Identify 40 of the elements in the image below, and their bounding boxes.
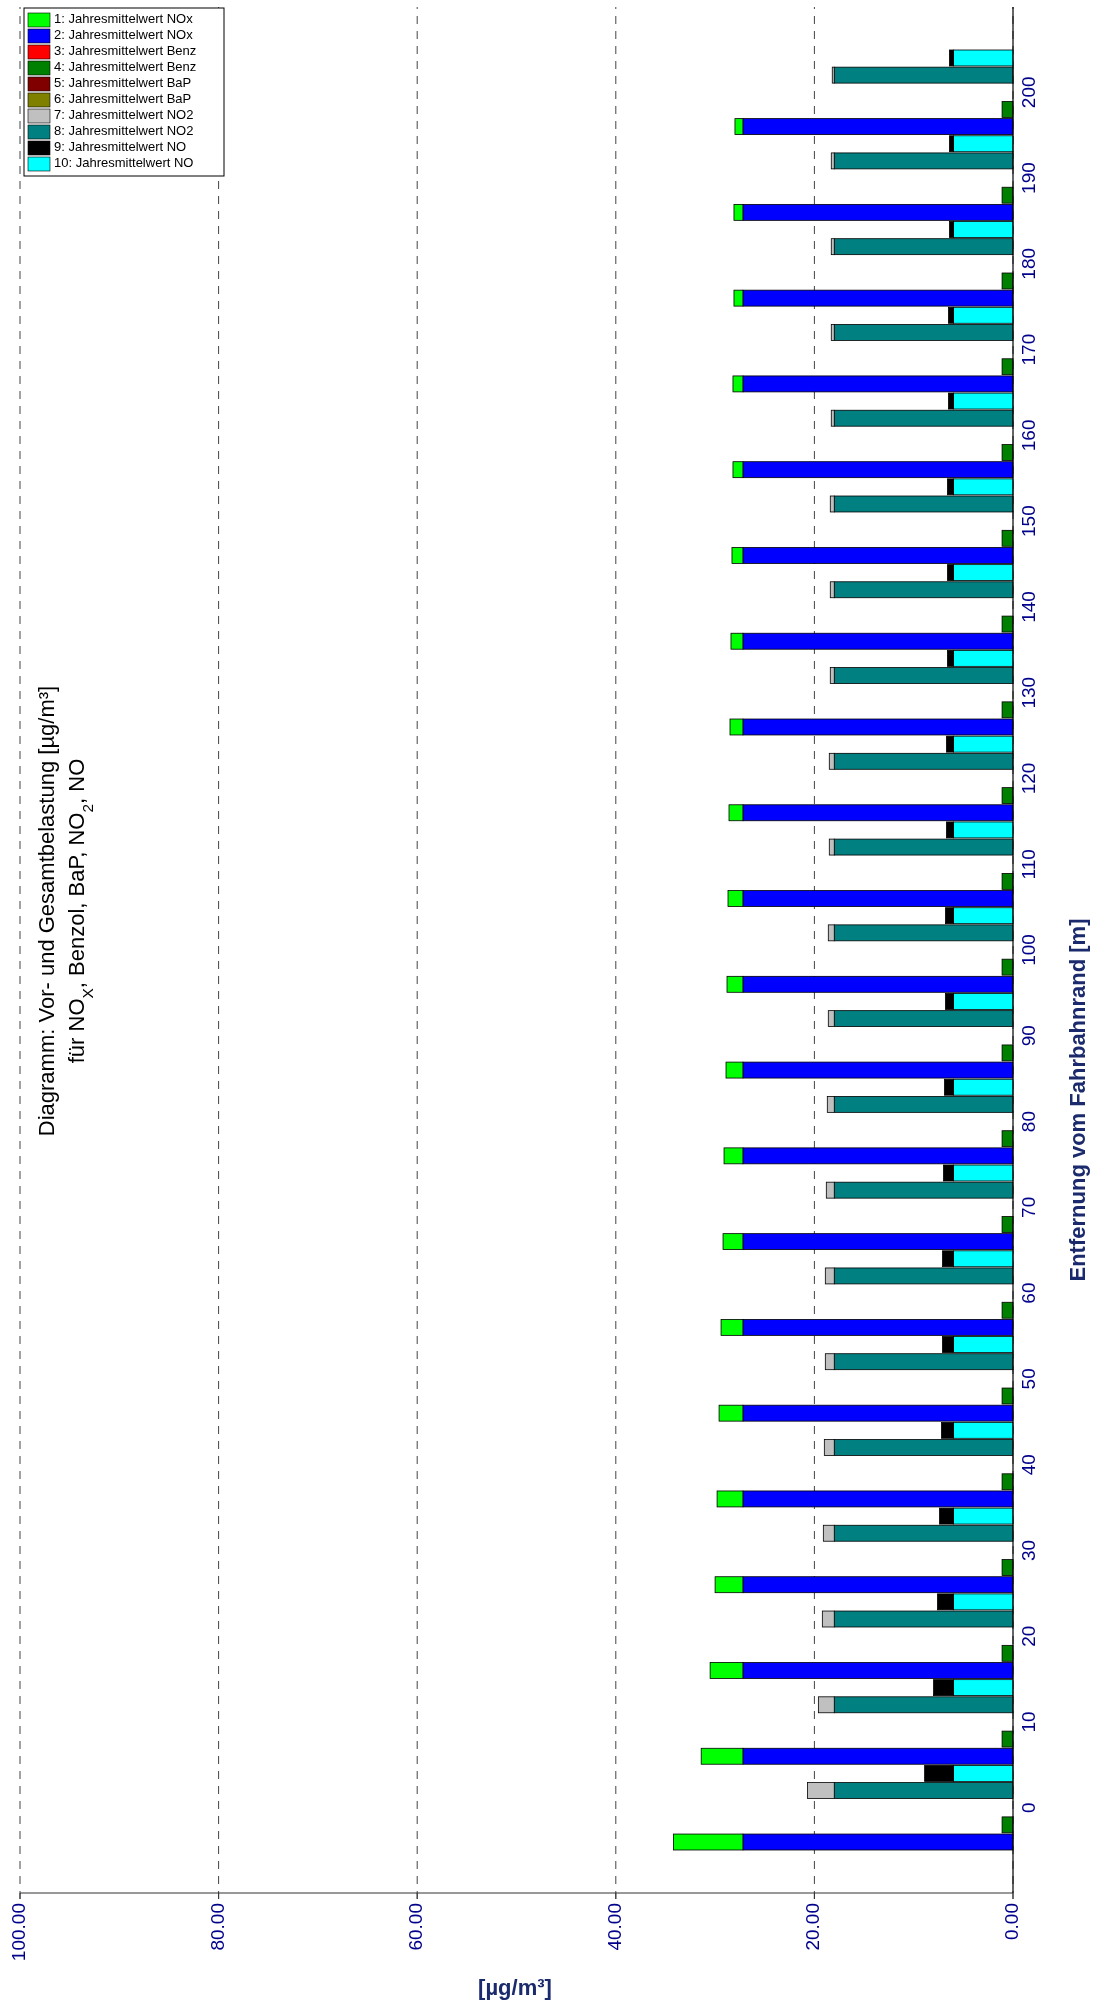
x-tick-label: 80.00 — [206, 1903, 228, 1951]
y-tick-label: 120 — [1017, 762, 1039, 795]
y-tick-label: 10 — [1017, 1711, 1039, 1733]
y-tick-label: 110 — [1017, 849, 1039, 880]
y-tick-label: 160 — [1017, 419, 1039, 452]
legend-label: 1: Jahresmittelwert NOx — [54, 11, 194, 27]
y-tick-label: 90 — [1017, 1025, 1039, 1047]
x-axis-title: [µg/m³] — [478, 1975, 552, 2000]
y-tick-label: 50 — [1017, 1368, 1039, 1390]
y-tick-label: 60 — [1017, 1282, 1039, 1304]
y-tick-label: 130 — [1017, 676, 1039, 709]
y-tick-label: 180 — [1017, 247, 1039, 280]
y-tick-label: 80 — [1017, 1110, 1039, 1133]
x-tick-label: 100.00 — [8, 1903, 30, 1962]
y-tick-label: 30 — [1017, 1539, 1039, 1561]
y-tick-label: 40 — [1017, 1454, 1039, 1476]
legend-label: 5: Jahresmittelwert BaP — [54, 75, 192, 91]
legend-label: 4: Jahresmittelwert Benz — [54, 59, 197, 75]
legend-label: 7: Jahresmittelwert NO2 — [54, 107, 194, 123]
y-tick-label: 170 — [1017, 333, 1039, 366]
x-tick-label: 0.00 — [1001, 1903, 1023, 1940]
y-tick-label: 20 — [1017, 1625, 1039, 1647]
y-axis-title: Entfernung vom Fahrbahnrand [m] — [1065, 918, 1090, 1282]
x-tick-label: 40.00 — [603, 1903, 625, 1951]
legend-label: 3: Jahresmittelwert Benz — [54, 43, 197, 59]
legend-label: 2: Jahresmittelwert NOx — [54, 27, 194, 43]
legend-label: 8: Jahresmittelwert NO2 — [54, 123, 194, 139]
y-tick-label: 140 — [1017, 591, 1039, 623]
y-tick-label: 100 — [1017, 934, 1039, 966]
legend-label: 10: Jahresmittelwert NO — [54, 155, 194, 171]
legend-label: 9: Jahresmittelwert NO — [54, 139, 187, 155]
x-tick-label: 60.00 — [405, 1903, 427, 1951]
y-tick-label: 200 — [1017, 76, 1039, 109]
y-tick-label: 0 — [1017, 1802, 1039, 1813]
y-tick-label: 190 — [1017, 162, 1039, 194]
x-tick-label: 20.00 — [802, 1903, 824, 1951]
y-tick-label: 70 — [1017, 1196, 1039, 1218]
legend-label: 6: Jahresmittelwert BaP — [54, 91, 192, 107]
y-tick-label: 150 — [1017, 505, 1039, 537]
text: Diagramm: Vor- und Gesamtbelastung [µg/m³] — [34, 685, 59, 1137]
